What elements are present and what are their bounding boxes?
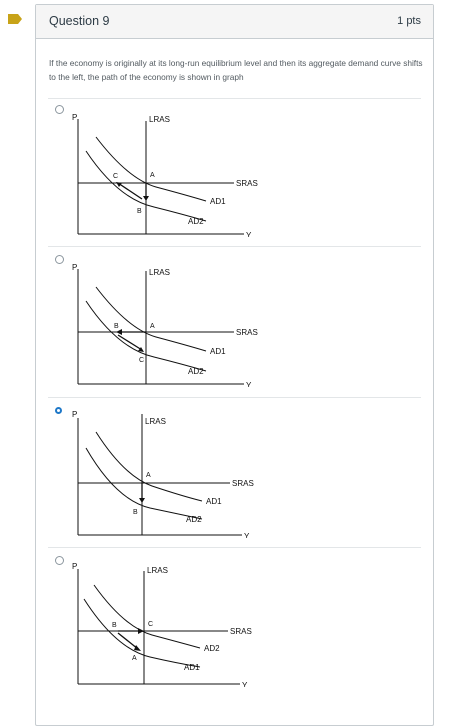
question-text: If the economy is originally at its long… — [49, 58, 423, 82]
ad1-label: AD1 — [210, 197, 226, 206]
point-a-label: A — [150, 172, 155, 179]
lras-label: LRAS — [149, 115, 170, 124]
sras-label: SRAS — [230, 627, 252, 636]
path-arrows — [117, 182, 143, 200]
path-arrows — [117, 334, 143, 351]
ad2-label: AD2 — [204, 644, 220, 653]
ad1-label: AD1 — [210, 347, 226, 356]
lras-label: LRAS — [145, 417, 166, 426]
option-2-graph[interactable]: P Y LRAS SRAS AD1 AD2 A B C — [66, 257, 286, 387]
path-arrow-head-icon — [138, 347, 144, 352]
sras-label: SRAS — [232, 479, 254, 488]
point-a-label: A — [146, 472, 151, 479]
option-4-graph[interactable]: P Y LRAS SRAS AD2 AD1 C B A — [66, 557, 286, 687]
ad2-curve — [85, 150, 207, 222]
option-4-radio[interactable] — [55, 556, 64, 565]
point-b-label: B — [112, 622, 117, 629]
axis-x-label: Y — [242, 681, 248, 687]
ad1-label: AD1 — [206, 497, 222, 506]
divider — [48, 547, 421, 548]
axis-y-label: P — [72, 113, 77, 122]
path-arrows — [117, 632, 139, 650]
path-arrow-head-icon — [116, 329, 122, 335]
question-points: 1 pts — [397, 15, 421, 27]
sras-label: SRAS — [236, 179, 258, 188]
point-c-label: C — [148, 621, 153, 628]
flag-marker-icon — [8, 14, 22, 24]
divider — [48, 246, 421, 247]
ad1-curve — [95, 286, 207, 352]
lras-label: LRAS — [149, 268, 170, 277]
point-b-label: B — [137, 208, 142, 215]
axis-y-label: P — [72, 263, 77, 272]
point-a-label: A — [150, 323, 155, 330]
question-title: Question 9 — [49, 14, 110, 28]
question-card: Question 9 1 pts If the economy is origi… — [35, 4, 434, 726]
path-arrow-head-icon — [143, 196, 149, 201]
axis-y-label: P — [72, 562, 77, 571]
ad1-label: AD1 — [184, 663, 200, 672]
point-c-label: C — [139, 357, 144, 364]
point-b-label: B — [114, 323, 119, 330]
ad2-curve — [85, 447, 203, 520]
ad1-curve — [83, 598, 201, 668]
ad2-label: AD2 — [186, 515, 202, 524]
point-c-label: C — [113, 173, 118, 180]
option-2-radio[interactable] — [55, 255, 64, 264]
path-arrow-head-icon — [139, 498, 145, 503]
path-arrow-head-icon — [116, 182, 122, 187]
ad2-curve — [93, 584, 201, 649]
point-a-label: A — [132, 655, 137, 662]
option-1-radio[interactable] — [55, 105, 64, 114]
point-b-label: B — [133, 509, 138, 516]
option-3-graph[interactable]: P Y LRAS SRAS AD1 AD2 A B — [66, 408, 286, 538]
axis-x-label: Y — [246, 231, 252, 237]
lras-label: LRAS — [147, 566, 168, 575]
path-arrow-head-icon — [138, 628, 144, 634]
ad2-curve — [85, 300, 207, 372]
sras-label: SRAS — [236, 328, 258, 337]
axis-y-label: P — [72, 410, 77, 419]
ad1-curve — [95, 136, 207, 202]
option-3-radio[interactable] — [55, 407, 62, 414]
ad2-label: AD2 — [188, 217, 204, 226]
axis-x-label: Y — [244, 532, 250, 538]
ad2-label: AD2 — [188, 367, 204, 376]
divider — [48, 397, 421, 398]
divider — [48, 98, 421, 99]
question-header: Question 9 1 pts — [36, 5, 433, 39]
path-arrow-head-icon — [134, 645, 141, 651]
ad1-curve — [95, 431, 203, 502]
option-1-graph[interactable]: P Y LRAS SRAS AD1 AD2 A C B — [66, 107, 286, 237]
axis-x-label: Y — [246, 381, 252, 387]
